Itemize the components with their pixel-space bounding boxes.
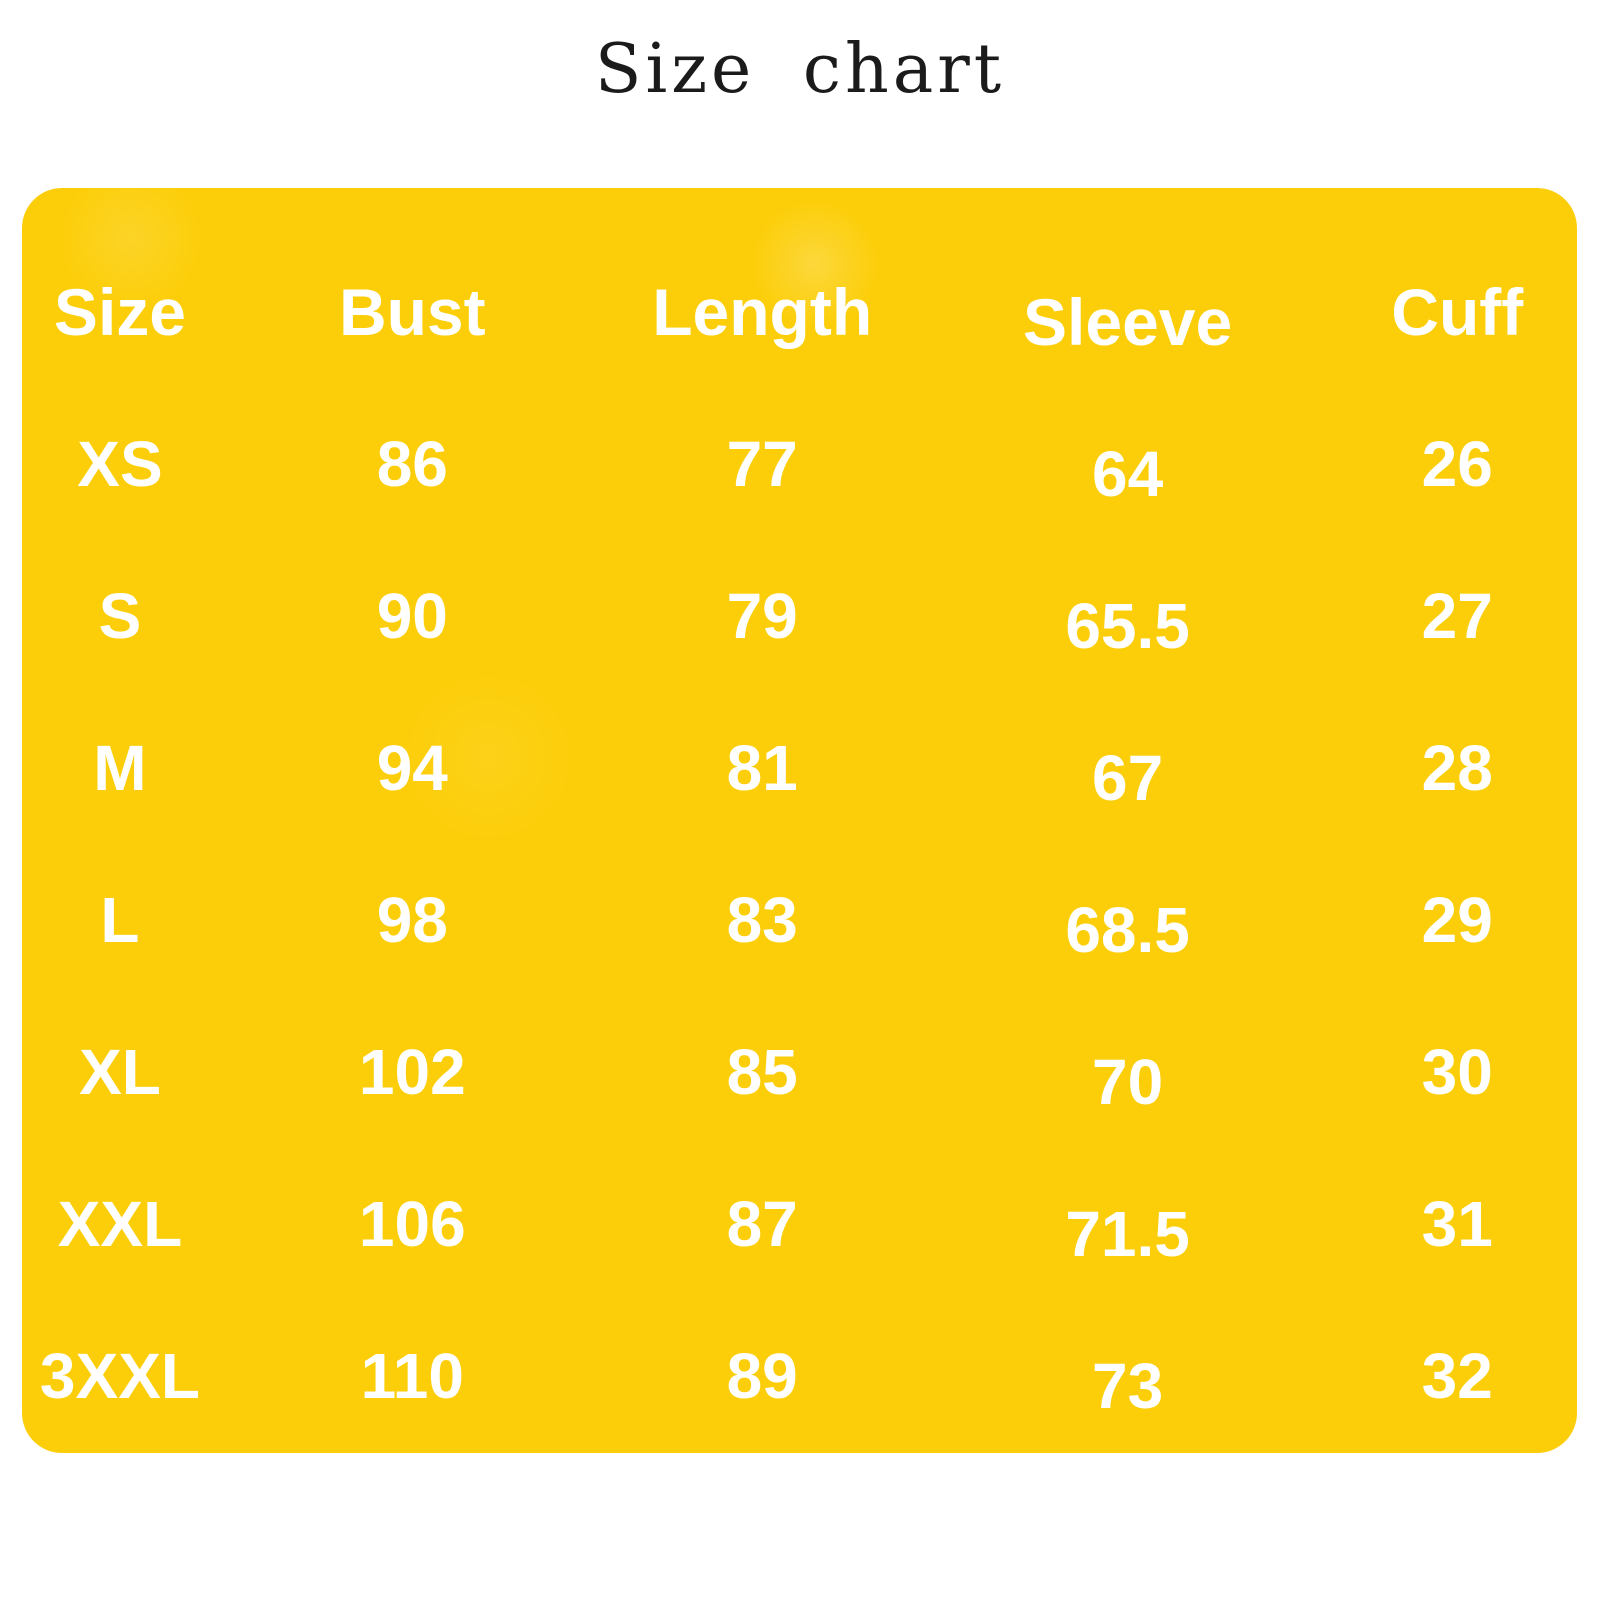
sleeve-cell: 73	[1092, 1350, 1164, 1422]
cuff-cell: 30	[1421, 1036, 1493, 1108]
table-header-row: Size Bust Length Sleeve Cuff	[22, 236, 1577, 388]
cuff-cell: 27	[1421, 580, 1493, 652]
table-row-xxl: XXL 106 87 71.5 31	[22, 1148, 1577, 1300]
cuff-cell: 32	[1421, 1340, 1493, 1412]
page-title: Size chart	[594, 30, 1006, 109]
cuff-cell: 29	[1421, 884, 1493, 956]
sleeve-cell: 71.5	[1065, 1198, 1190, 1270]
bust-cell: 102	[358, 1036, 466, 1108]
bust-cell: 90	[376, 580, 448, 652]
column-header-length: Length	[652, 275, 873, 349]
column-header-cuff: Cuff	[1391, 275, 1524, 349]
length-cell: 81	[726, 732, 798, 804]
sleeve-cell: 64	[1092, 438, 1164, 510]
length-cell: 83	[726, 884, 798, 956]
cuff-cell: 31	[1421, 1188, 1493, 1260]
row-label: XS	[77, 428, 163, 500]
column-header-size: Size	[53, 275, 186, 349]
sleeve-cell: 68.5	[1065, 894, 1190, 966]
row-label: M	[93, 732, 147, 804]
column-header-bust: Bust	[338, 275, 486, 349]
table-row-xl: XL 102 85 70 30	[22, 996, 1577, 1148]
sleeve-cell: 65.5	[1065, 590, 1190, 662]
bust-cell: 94	[376, 732, 448, 804]
length-cell: 89	[726, 1340, 798, 1412]
table-row-3xxl: 3XXL 110 89 73 32	[22, 1300, 1577, 1452]
bust-cell: 86	[376, 428, 448, 500]
length-cell: 87	[726, 1188, 798, 1260]
cuff-cell: 26	[1421, 428, 1493, 500]
length-cell: 85	[726, 1036, 798, 1108]
row-label: S	[98, 580, 142, 652]
bust-cell: 106	[358, 1188, 466, 1260]
table-row-xs: XS 86 77 64 26	[22, 388, 1577, 540]
cuff-cell: 28	[1421, 732, 1493, 804]
sleeve-cell: 67	[1092, 742, 1164, 814]
column-header-sleeve: Sleeve	[1023, 285, 1233, 359]
table-row-l: L 98 83 68.5 29	[22, 844, 1577, 996]
length-cell: 77	[726, 428, 798, 500]
sleeve-cell: 70	[1092, 1046, 1164, 1118]
bust-cell: 98	[376, 884, 448, 956]
row-label: 3XXL	[39, 1340, 200, 1412]
table-row-s: S 90 79 65.5 27	[22, 540, 1577, 692]
length-cell: 79	[726, 580, 798, 652]
row-label: L	[100, 884, 140, 956]
size-chart-table: Size Bust Length Sleeve Cuff XS 86 77 64…	[22, 188, 1577, 1453]
table-row-m: M 94 81 67 28	[22, 692, 1577, 844]
bust-cell: 110	[360, 1340, 464, 1412]
row-label: XL	[79, 1036, 161, 1108]
row-label: XXL	[57, 1188, 183, 1260]
